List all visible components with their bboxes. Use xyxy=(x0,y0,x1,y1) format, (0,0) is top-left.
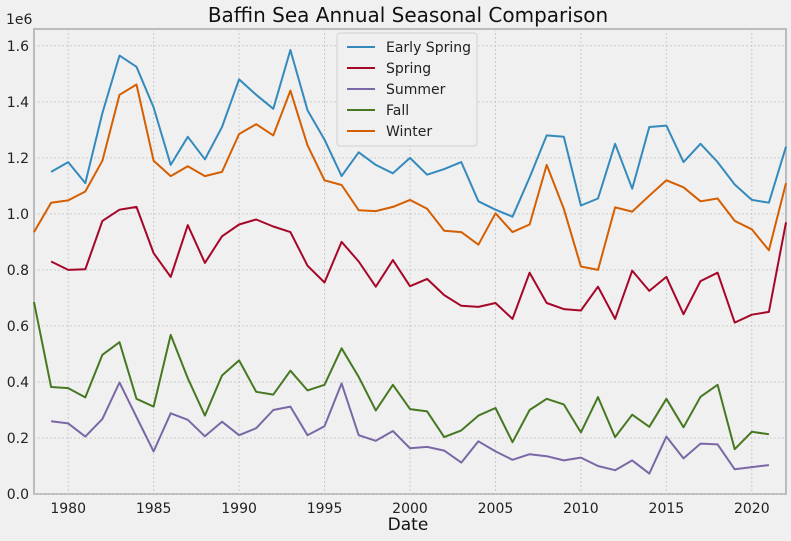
x-tick-label: 1995 xyxy=(307,501,343,517)
y-tick-label: 1.4 xyxy=(7,95,29,111)
legend-label: Fall xyxy=(386,103,409,119)
series-line-fall xyxy=(33,301,770,451)
y-tick-label: 0.8 xyxy=(7,263,29,279)
x-tick-label: 1980 xyxy=(50,501,86,517)
x-tick-label: 2010 xyxy=(563,501,599,517)
x-tick-label: 1985 xyxy=(136,501,172,517)
legend-label: Spring xyxy=(386,61,431,77)
legend-box xyxy=(336,32,478,147)
y-tick-label: 1.0 xyxy=(7,207,29,223)
legend-label: Winter xyxy=(386,124,432,140)
x-tick-label: 1990 xyxy=(221,501,257,517)
legend-label: Summer xyxy=(386,82,446,98)
series-lines xyxy=(33,49,787,475)
series-line-early-spring xyxy=(50,49,787,218)
y-tick-label: 1.2 xyxy=(7,151,29,167)
series-line-spring xyxy=(50,205,787,324)
y-tick-label: 1.6 xyxy=(7,39,29,55)
legend: Early Spring Spring Summer Fall Winter xyxy=(336,32,478,147)
x-tick-label: 2015 xyxy=(649,501,685,517)
y-offset-label: 1e6 xyxy=(6,12,33,28)
x-tick-label: 2020 xyxy=(734,501,770,517)
y-tick-label: 0.0 xyxy=(7,487,29,503)
y-tick-label: 0.6 xyxy=(7,319,29,335)
series-line-winter xyxy=(33,83,787,271)
x-tick-label: 2005 xyxy=(478,501,514,517)
axis-ticks: 1980 1985 1990 1995 2000 2005 2010 2015 2020 0.0 0… xyxy=(7,39,770,517)
legend-label: Early Spring xyxy=(386,40,471,56)
y-tick-label: 0.4 xyxy=(7,375,29,391)
y-tick-label: 0.2 xyxy=(7,431,29,447)
x-axis-label: Date xyxy=(388,515,429,535)
chart-title: Baffin Sea Annual Seasonal Comparison xyxy=(208,3,608,27)
series-line-summer xyxy=(50,381,770,475)
x-tick-label: 2000 xyxy=(392,501,428,517)
